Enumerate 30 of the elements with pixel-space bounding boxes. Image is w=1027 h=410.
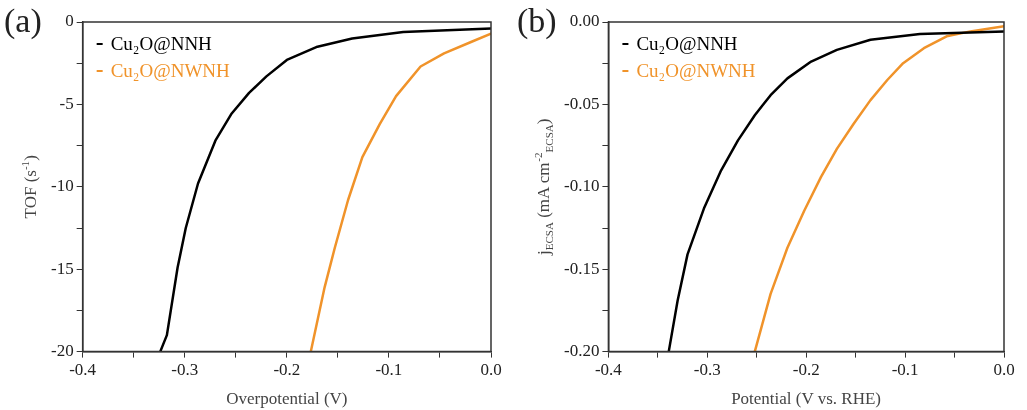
x-tick-label: 0.0 [480, 360, 502, 380]
x-tick-label: -0.3 [693, 360, 721, 380]
y-tick-label: -0.10 [563, 176, 600, 196]
y-tick-label: 0 [65, 11, 74, 31]
x-tick-label: -0.3 [171, 360, 199, 380]
x-tick-label: 0.0 [993, 360, 1015, 380]
y-tick-label: -15 [50, 258, 74, 278]
y-tick-label: -5 [59, 93, 74, 113]
y-tick-label: -0.05 [563, 93, 600, 113]
y-tick-label: -20 [50, 341, 74, 361]
y-tick-label: 0.00 [569, 11, 600, 31]
x-axis-title: Overpotential (V) [226, 388, 348, 408]
y-axis-title: TOF (s-1) [19, 155, 40, 219]
text: (b) [517, 1, 557, 40]
y-tick-label: -0.20 [563, 341, 600, 361]
x-axis-title: Potential (V vs. RHE) [731, 388, 881, 408]
legend-label: Cu₂O@NWNH [110, 59, 231, 81]
y-tick-label: -10 [50, 176, 74, 196]
x-tick-label: -0.4 [69, 360, 97, 380]
x-tick-label: -0.4 [594, 360, 623, 380]
x-tick-label: -0.2 [273, 360, 301, 380]
y-axis-title: jECSA (mA cm-2ECSA) [532, 118, 556, 257]
x-tick-label: -0.1 [891, 360, 919, 380]
legend-label: Cu₂O@NNH [110, 32, 213, 54]
x-tick-label: -0.2 [792, 360, 820, 380]
text: (a) [4, 1, 42, 40]
x-tick-label: -0.1 [375, 360, 403, 380]
legend-label: Cu₂O@NWNH [636, 59, 756, 81]
y-tick-label: -0.15 [563, 258, 600, 278]
legend-label: Cu₂O@NNH [636, 32, 738, 54]
